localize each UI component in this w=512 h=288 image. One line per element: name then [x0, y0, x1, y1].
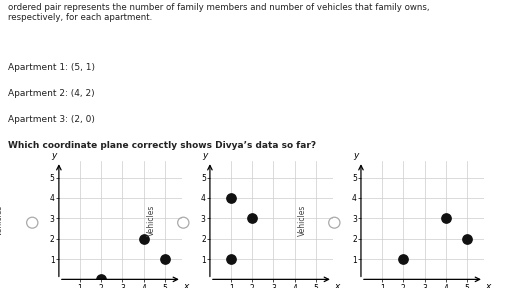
Text: Apartment 2: (4, 2): Apartment 2: (4, 2) [8, 89, 94, 98]
Text: Vehicles: Vehicles [0, 205, 5, 236]
Text: Apartment 3: (2, 0): Apartment 3: (2, 0) [8, 115, 95, 124]
Point [97, 277, 105, 282]
Text: ordered pair represents the number of family members and number of vehicles that: ordered pair represents the number of fa… [8, 3, 429, 22]
Text: Apartment 1: (5, 1): Apartment 1: (5, 1) [8, 63, 95, 72]
Text: y: y [202, 151, 207, 160]
Text: Vehicles: Vehicles [297, 205, 307, 236]
Text: Vehicles: Vehicles [146, 205, 156, 236]
Text: y: y [51, 151, 56, 160]
Point [463, 236, 471, 241]
Text: x: x [334, 282, 339, 288]
Point [399, 257, 408, 261]
Point [227, 196, 235, 200]
Point [161, 257, 169, 261]
Text: Which coordinate plane correctly shows Divya’s data so far?: Which coordinate plane correctly shows D… [8, 141, 316, 150]
Text: x: x [183, 282, 188, 288]
Point [248, 216, 257, 221]
Text: y: y [353, 151, 358, 160]
Point [140, 236, 148, 241]
Text: x: x [485, 282, 490, 288]
Point [442, 216, 450, 221]
Point [227, 257, 235, 261]
